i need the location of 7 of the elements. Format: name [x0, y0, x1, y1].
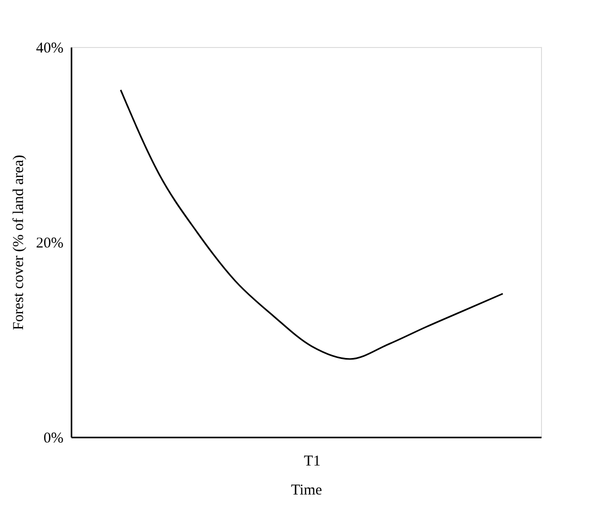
y-tick-label: 20%	[36, 236, 64, 252]
y-tick-label: 40%	[36, 40, 64, 56]
line-series	[120, 89, 504, 360]
y-tick-label: 0%	[44, 430, 64, 446]
x-axis-title: Time	[290, 482, 322, 498]
y-axis-title: Forest cover (% of land area)	[11, 154, 28, 330]
x-tick-label: T1	[304, 454, 321, 470]
